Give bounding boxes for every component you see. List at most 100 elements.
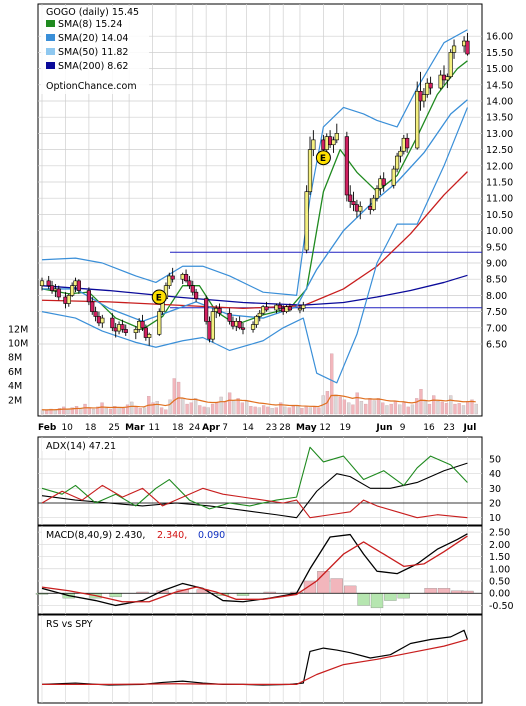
volume-bar [393,401,398,415]
volume-bar [57,408,62,415]
candle-up [334,133,339,141]
volume-bar [466,401,470,415]
candle-down [277,304,282,309]
volume-bar [317,407,321,415]
volume-bar [223,401,228,415]
price-tick-label: 7.50 [486,307,507,318]
candle-down [76,280,81,291]
candle-down [428,82,433,89]
candle-up [147,333,152,338]
volume-bar [70,407,74,415]
volume-bar [274,407,279,415]
price-tick-label: 11.50 [486,178,513,189]
candle-up [70,285,75,296]
candle-down [170,275,175,280]
volume-tick-label: 8M [8,353,22,364]
x-tick-label: Jul [462,423,476,433]
volume-bar [49,408,53,415]
volume-bar [210,403,215,415]
candle-down [93,311,98,317]
macd-histogram-bar [344,585,357,594]
x-tick-label: 28 [279,423,291,433]
candle-up [421,94,427,102]
price-tick-label: 13.00 [486,129,513,140]
volume-bar [457,403,461,415]
volume-bar [125,404,130,415]
volume-bar [368,398,372,415]
candle-down [123,329,128,333]
candle-up [257,312,262,317]
volume-bar [385,405,389,415]
candle-down [381,178,386,186]
volume-bar [295,405,300,415]
chart-title: GOGO (daily) 15.45 [46,7,139,18]
candle-down [183,274,189,282]
volume-bar [155,401,159,415]
price-tick-label: 14.50 [486,80,513,91]
line-sma-200- [41,274,468,306]
price-tick-label: 12.50 [486,145,513,156]
volume-bar [181,398,185,415]
macd-title: MACD(8,40,9) 2.430, [46,530,145,541]
macd-histogram-bar [424,588,437,594]
volume-bar [206,407,210,415]
volume-bar [215,402,219,415]
rs-title-bg [42,617,104,629]
candle-down [348,194,353,202]
volume-bar [236,398,240,415]
legend-entry: SMA(200) 8.62 [58,61,128,72]
volume-bar [87,407,91,415]
x-tick-label: 24 [189,423,201,433]
legend-swatch [46,62,55,69]
candle-up [304,191,309,251]
volume-bar [198,405,202,415]
earnings-markers: EE [151,150,331,305]
volume-bar [130,401,134,415]
x-tick-label: 23 [443,423,454,433]
volume-tick-label: 6M [8,367,22,378]
candle-down [110,317,115,329]
candle-up [39,280,45,286]
rs-line-rs-average [42,638,468,686]
volume-bar [91,408,96,415]
volume-bar [381,402,385,415]
candle-down [204,298,209,322]
macd-title-bg [42,528,210,540]
candle-up [398,150,403,157]
price-tick-label: 6.50 [486,340,507,351]
volume-bar [427,403,432,415]
line-sma-20- [42,99,468,322]
volume-bar [474,403,478,415]
volume-tick-label: 4M [8,381,22,392]
volume-bar [270,408,274,415]
candle-up [451,45,457,53]
volume-bar [372,400,376,415]
volume-tick-label: 2M [8,395,22,406]
adx-line--di [41,484,468,519]
candle-down [237,321,242,329]
price-tick-label: 9.00 [486,259,507,270]
legend-swatch [46,48,55,55]
indicator-tick-label: 40 [489,469,501,480]
x-tick-label: Mar [125,423,145,433]
x-tick-label: Apr [202,423,220,433]
volume-bar [355,392,359,415]
macd-histogram-bar [109,593,122,598]
volume-bar [189,402,193,415]
legend: SMA(8) 15.24 SMA(20) 14.04 SMA(50) 11.82 SM… [46,19,128,72]
volume-bar [376,398,381,415]
volume-bar [244,401,249,415]
volume-bar [330,353,334,415]
price-tick-label: 10.50 [486,210,513,221]
candle-up [297,308,303,311]
volume-bar [304,406,308,415]
price-tick-label: 15.50 [486,48,513,59]
macd-histogram-bar [330,578,343,594]
volume-bar [453,403,457,415]
candle-down [351,201,356,205]
candle-up [307,149,313,193]
volume-bar [338,396,342,415]
indicator-tick-label: 20 [489,499,501,510]
volume-bar [138,408,142,415]
volume-bar [227,392,232,415]
